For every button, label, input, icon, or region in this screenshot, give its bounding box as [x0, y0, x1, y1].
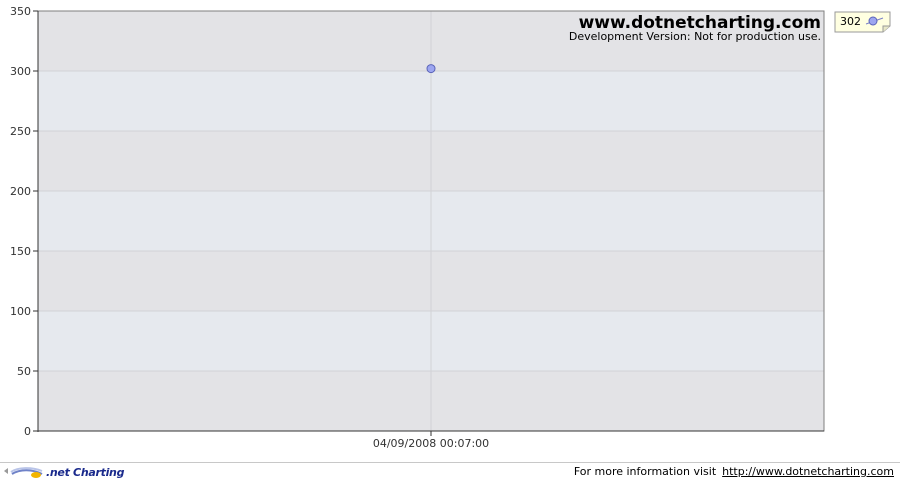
y-tick-label: 150: [10, 245, 31, 258]
footer-link[interactable]: http://www.dotnetcharting.com: [722, 465, 894, 478]
legend-entry-label: 302: [840, 15, 861, 28]
y-tick-label: 100: [10, 305, 31, 318]
y-axis-ticks: 0 50 100 150 200 250 300 350: [10, 5, 38, 438]
logo-swoosh-icon: [4, 467, 43, 478]
y-tick-label: 350: [10, 5, 31, 18]
watermark-title: www.dotnetcharting.com: [579, 13, 821, 33]
footer-bar: .net Charting For more information visit…: [0, 462, 900, 480]
x-tick-label: 04/09/2008 00:07:00: [373, 437, 489, 450]
legend-fold: [882, 25, 890, 32]
data-points: [426, 64, 436, 74]
watermark-subtitle: Development Version: Not for production …: [569, 30, 821, 43]
legend: 302: [834, 11, 891, 33]
dotnetcharting-logo: .net Charting: [2, 464, 124, 480]
y-tick-label: 250: [10, 125, 31, 138]
logo-text: .net Charting: [46, 465, 125, 479]
footer-info: For more information visit http://www.dot…: [574, 465, 894, 478]
y-tick-label: 200: [10, 185, 31, 198]
y-tick-label: 0: [24, 425, 31, 438]
legend-marker-icon: [868, 16, 878, 26]
chart-canvas: 0 50 100 150 200 250 300 350 04/09/2008 00:07:0…: [10, 5, 891, 450]
x-axis-ticks: 04/09/2008 00:07:00: [373, 431, 489, 450]
y-tick-label: 300: [10, 65, 31, 78]
data-point: [426, 64, 436, 74]
y-tick-label: 50: [17, 365, 31, 378]
footer-info-text: For more information visit: [573, 465, 717, 478]
